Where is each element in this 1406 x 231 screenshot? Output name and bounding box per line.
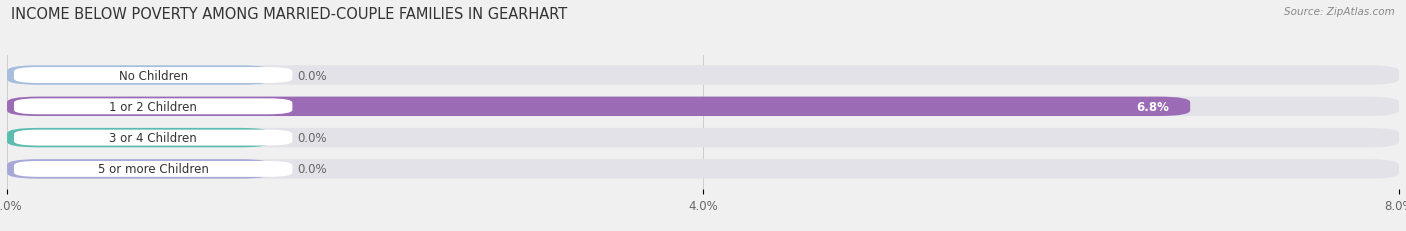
FancyBboxPatch shape: [7, 66, 1399, 85]
FancyBboxPatch shape: [14, 68, 292, 84]
FancyBboxPatch shape: [7, 128, 1399, 148]
Text: 0.0%: 0.0%: [298, 69, 328, 82]
FancyBboxPatch shape: [7, 160, 1399, 179]
FancyBboxPatch shape: [7, 160, 271, 179]
Text: Source: ZipAtlas.com: Source: ZipAtlas.com: [1284, 7, 1395, 17]
Text: 3 or 4 Children: 3 or 4 Children: [110, 131, 197, 144]
FancyBboxPatch shape: [7, 66, 271, 85]
Text: No Children: No Children: [118, 69, 188, 82]
Text: 0.0%: 0.0%: [298, 131, 328, 144]
Text: 6.8%: 6.8%: [1136, 100, 1170, 113]
Text: 1 or 2 Children: 1 or 2 Children: [110, 100, 197, 113]
FancyBboxPatch shape: [14, 99, 292, 115]
FancyBboxPatch shape: [14, 130, 292, 146]
FancyBboxPatch shape: [14, 161, 292, 177]
Text: 0.0%: 0.0%: [298, 163, 328, 176]
FancyBboxPatch shape: [7, 128, 271, 148]
Text: INCOME BELOW POVERTY AMONG MARRIED-COUPLE FAMILIES IN GEARHART: INCOME BELOW POVERTY AMONG MARRIED-COUPL…: [11, 7, 568, 22]
FancyBboxPatch shape: [7, 97, 1191, 116]
Text: 5 or more Children: 5 or more Children: [98, 163, 208, 176]
FancyBboxPatch shape: [7, 97, 1399, 116]
